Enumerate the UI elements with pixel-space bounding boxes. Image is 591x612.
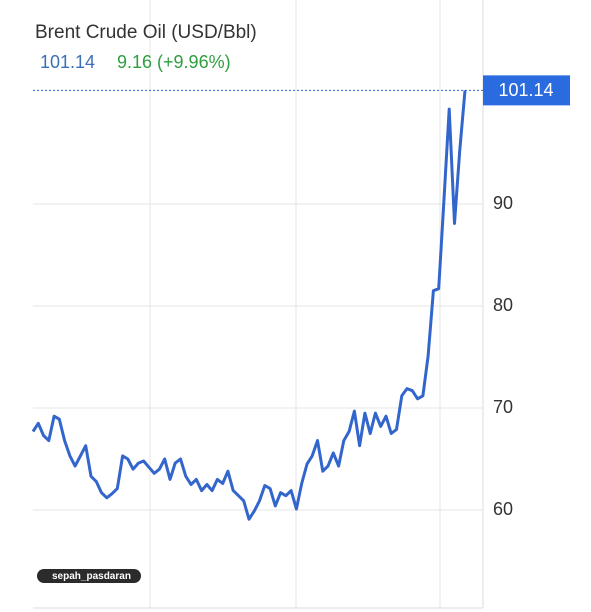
watermark-bg [37, 569, 141, 583]
y-tick-label: 80 [493, 295, 513, 315]
last-price-box [483, 75, 570, 106]
y-tick-label: 90 [493, 193, 513, 213]
watermark-text: sepah_pasdaran [52, 571, 131, 582]
y-tick-label: 60 [493, 499, 513, 519]
watermark: sepah_pasdaran [37, 569, 141, 583]
price-line [31, 90, 467, 521]
chart-title: Brent Crude Oil (USD/Bbl) [35, 22, 257, 43]
last-price-label: 101.14 [498, 80, 553, 100]
change: 9.16 (+9.96%) [117, 52, 231, 72]
y-tick-label: 70 [493, 397, 513, 417]
current-value: 101.14 [40, 52, 95, 72]
